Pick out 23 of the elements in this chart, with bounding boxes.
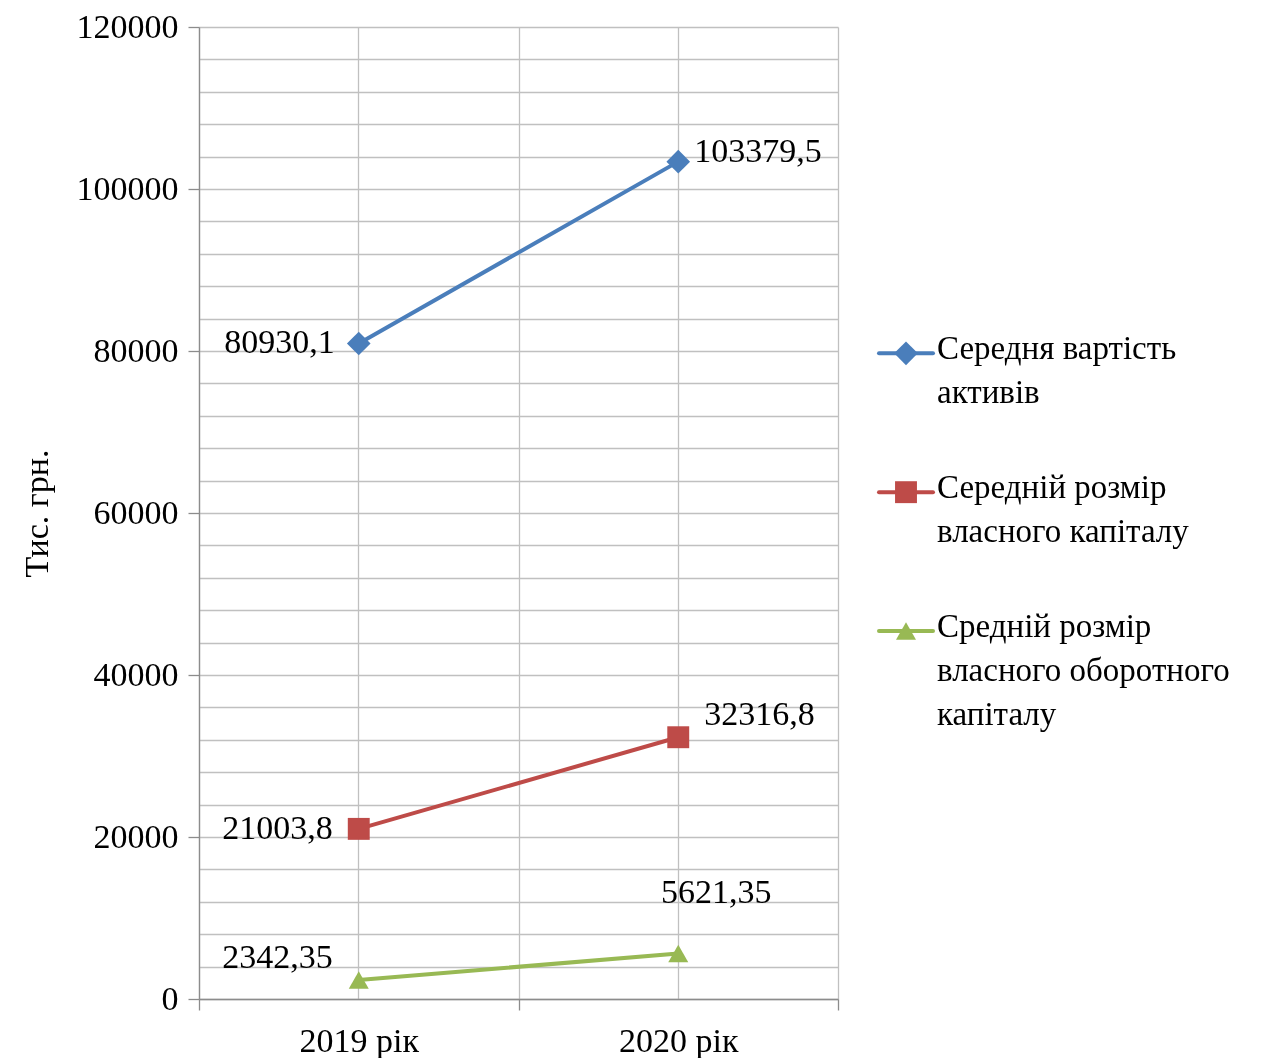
data-label: 2342,35 <box>222 938 333 976</box>
legend-label: Середній розмір власного капіталу <box>937 469 1190 550</box>
legend-label: Средній розмір власного оборотного капіталу <box>937 608 1230 733</box>
y-tick-label: 0 <box>161 979 179 1017</box>
data-label: 103379,5 <box>694 131 822 169</box>
data-label: 32316,8 <box>704 695 815 733</box>
point <box>666 149 691 174</box>
data-label: 5621,35 <box>661 873 772 911</box>
point <box>347 817 370 840</box>
y-axis-title: Тис. грн. <box>17 449 55 578</box>
y-tick-label: 60000 <box>93 493 179 531</box>
point <box>667 726 690 749</box>
data-label: 21003,8 <box>222 808 333 846</box>
y-tick-label: 100000 <box>76 169 179 207</box>
y-tick-label: 120000 <box>76 7 179 45</box>
legend-label: Середня вартість активів <box>937 330 1177 411</box>
x-tick-label: 2020 рік <box>619 1021 739 1059</box>
y-tick-label: 40000 <box>93 655 179 693</box>
x-tick-label: 2019 рік <box>299 1021 420 1059</box>
y-tick-label: 20000 <box>93 817 179 855</box>
point <box>346 331 371 356</box>
data-label: 80930,1 <box>224 323 335 361</box>
y-tick-label: 80000 <box>93 331 179 369</box>
